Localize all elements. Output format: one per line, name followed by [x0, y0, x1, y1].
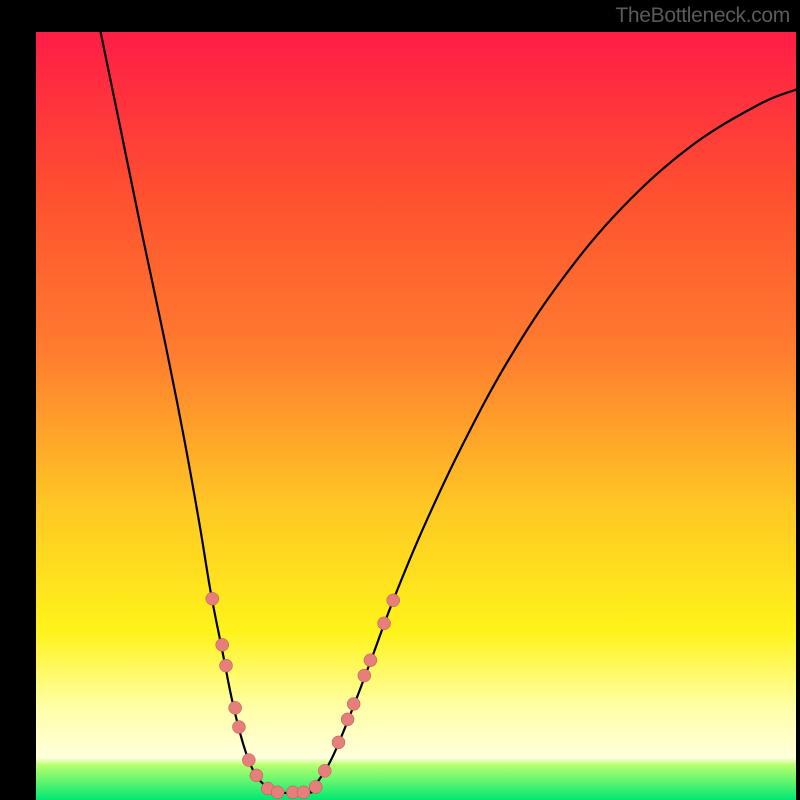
data-marker: [341, 713, 354, 726]
plot-area: [36, 32, 796, 800]
data-marker: [271, 786, 284, 799]
data-marker: [378, 617, 391, 630]
data-marker: [216, 638, 229, 651]
watermark-text: TheBottleneck.com: [615, 4, 790, 28]
chart-container: TheBottleneck.com: [0, 0, 800, 800]
data-marker: [297, 786, 310, 799]
data-marker: [220, 659, 233, 672]
data-marker: [250, 769, 263, 782]
chart-svg: [36, 32, 796, 800]
data-marker: [358, 669, 371, 682]
data-marker: [232, 721, 245, 734]
data-marker: [242, 754, 255, 767]
data-marker: [206, 592, 219, 605]
data-marker: [229, 701, 242, 714]
data-marker: [318, 764, 331, 777]
data-marker: [387, 594, 400, 607]
data-marker: [364, 654, 377, 667]
data-marker: [309, 780, 322, 793]
data-marker: [347, 698, 360, 711]
data-marker: [332, 736, 345, 749]
gradient-background: [36, 32, 796, 800]
